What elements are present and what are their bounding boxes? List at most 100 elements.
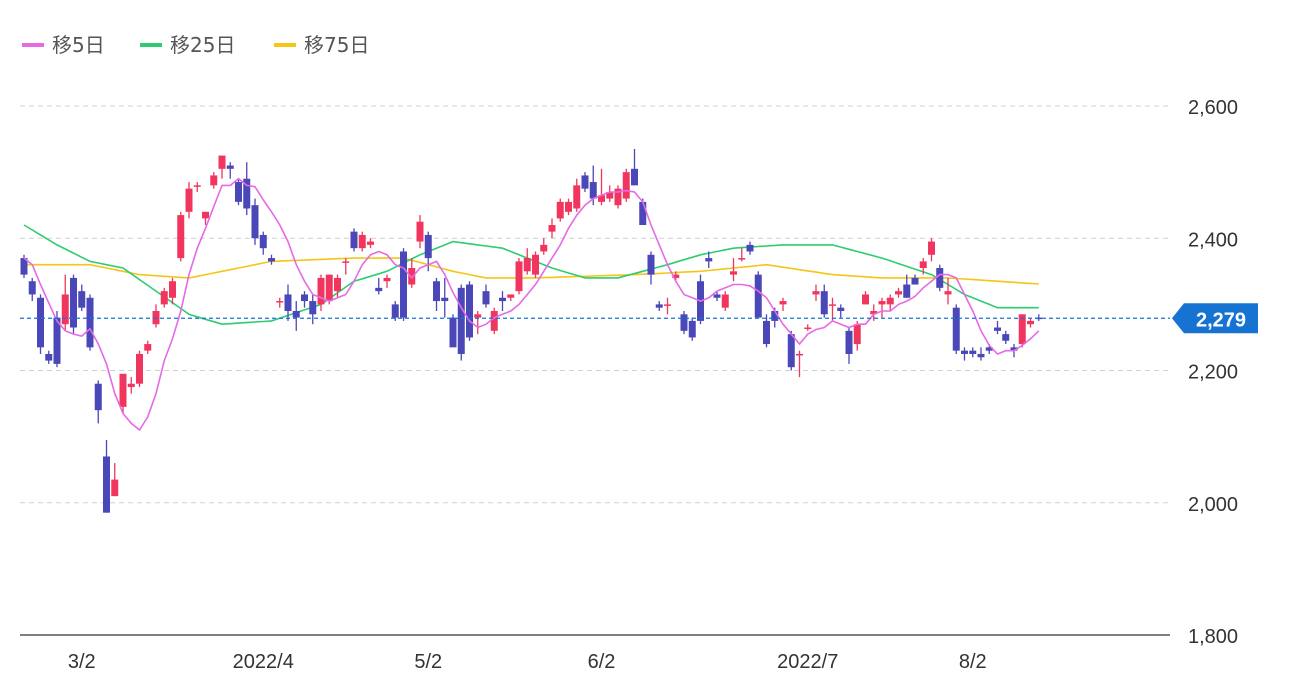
candle: [655, 301, 663, 311]
candle: [408, 258, 416, 288]
candle: [862, 291, 869, 305]
candle: [1035, 314, 1043, 321]
candle: [738, 248, 746, 262]
candle: [532, 251, 539, 278]
candle: [507, 294, 515, 302]
candle-body: [730, 271, 737, 275]
candle: [350, 228, 358, 252]
legend-item: 移25日: [140, 33, 235, 57]
candle-body: [647, 254, 655, 275]
candle: [705, 251, 713, 269]
candle-body: [952, 307, 960, 351]
y-tick-label: 1,800: [1188, 626, 1238, 648]
candle-body: [383, 277, 391, 282]
candle-body: [994, 327, 1001, 331]
candle-body: [474, 314, 482, 318]
candle-body: [540, 244, 548, 252]
candle-body: [1018, 314, 1026, 345]
candle: [977, 347, 985, 361]
candle: [449, 314, 457, 348]
candle-body: [573, 185, 581, 209]
candle-body: [284, 294, 292, 311]
candle: [490, 307, 498, 335]
candle: [226, 162, 234, 179]
candle-body: [507, 294, 515, 298]
x-tick-label: 5/2: [414, 651, 442, 673]
candle-body: [424, 234, 432, 259]
candle: [837, 304, 845, 318]
candle: [127, 377, 135, 394]
candle: [218, 155, 226, 179]
candle-body: [639, 201, 647, 226]
candle: [763, 314, 770, 348]
candle-body: [193, 185, 201, 187]
candle-body: [160, 291, 168, 305]
candle: [688, 317, 696, 341]
x-tick-label: 2022/7: [777, 651, 838, 673]
candle: [334, 274, 341, 298]
candle-body: [185, 188, 193, 212]
candle-body: [523, 258, 531, 272]
candle: [466, 281, 473, 341]
candle-body: [391, 304, 399, 318]
candle: [853, 320, 861, 351]
legend-item: 移5日: [22, 33, 105, 57]
candle-body: [94, 383, 102, 411]
candle: [1002, 330, 1010, 345]
candle: [325, 274, 333, 305]
candle-body: [853, 324, 861, 345]
candle-body: [631, 168, 638, 186]
candle-body: [903, 284, 911, 298]
candle: [1018, 314, 1026, 348]
candle: [631, 148, 638, 186]
candle-body: [449, 317, 457, 348]
candle: [680, 310, 688, 335]
badge-shape: [1172, 303, 1258, 334]
candle-body: [218, 155, 226, 169]
candle-body: [441, 297, 449, 302]
candle-body: [598, 195, 605, 202]
candle-body: [78, 291, 86, 308]
candle-body: [259, 234, 267, 249]
candle: [614, 185, 622, 209]
candle: [391, 301, 399, 321]
x-axis: 3/2 2022/4 5/2 6/2 2022/7 8/2: [68, 651, 987, 673]
candle-body: [177, 215, 185, 259]
candle-body: [763, 320, 770, 345]
candle: [812, 284, 820, 302]
candle-body: [614, 188, 622, 206]
candle: [919, 258, 927, 275]
candle: [886, 294, 894, 311]
candle: [944, 277, 952, 305]
candle-body: [804, 327, 812, 330]
candle: [820, 284, 828, 318]
gridlines: [20, 105, 1170, 504]
candle-body: [103, 456, 110, 513]
candle: [358, 231, 366, 252]
legend-label: 移75日: [304, 33, 369, 57]
candle-body: [713, 294, 721, 298]
candle: [235, 178, 242, 206]
candle-body: [581, 175, 589, 189]
x-tick-label: 2022/4: [233, 651, 294, 673]
candle: [523, 248, 531, 275]
candle-body: [276, 301, 284, 303]
candle: [243, 162, 251, 216]
candle-body: [53, 317, 61, 364]
candle: [895, 287, 902, 298]
candle: [383, 274, 391, 288]
candle-body: [202, 211, 209, 219]
candle: [400, 248, 407, 321]
candle: [367, 238, 374, 249]
candle-body: [705, 258, 713, 262]
candle: [103, 439, 110, 513]
candle: [499, 291, 506, 311]
candle: [664, 297, 671, 315]
ma25-line: [23, 224, 1039, 326]
candle-body: [70, 277, 77, 328]
candle: [61, 274, 69, 331]
candle-body: [754, 274, 762, 318]
candle-body: [408, 268, 416, 285]
